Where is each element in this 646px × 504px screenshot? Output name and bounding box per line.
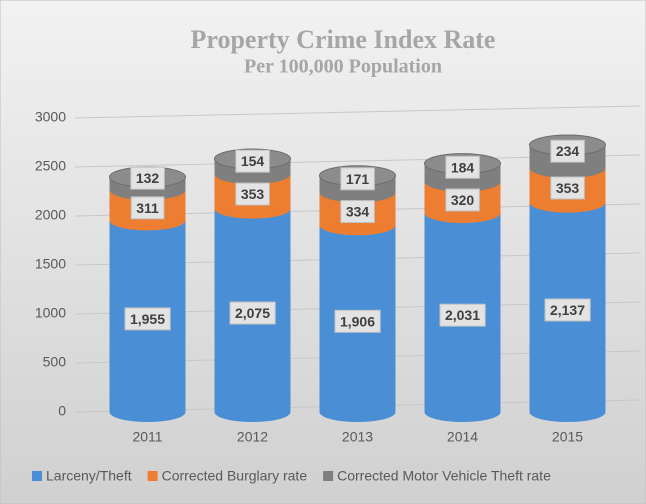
x-tick-label: 2011 [132, 429, 162, 445]
x-tick-label: 2013 [342, 429, 373, 445]
data-label: 1,906 [340, 313, 375, 329]
data-label: 132 [136, 170, 160, 186]
x-tick-label: 2012 [237, 429, 268, 445]
data-label: 353 [556, 180, 580, 196]
data-label: 2,075 [235, 305, 270, 321]
y-tick-label: 0 [58, 403, 66, 419]
y-tick-label: 3000 [35, 109, 66, 125]
data-label: 334 [346, 204, 370, 220]
data-label-box [130, 166, 165, 190]
grid-line [74, 105, 641, 119]
data-label-box [445, 155, 480, 179]
y-tick-label: 1500 [35, 256, 66, 272]
legend-label: Larceny/Theft [46, 468, 132, 484]
legend-swatch [147, 471, 158, 481]
data-label: 320 [451, 192, 475, 208]
data-label-box [544, 298, 591, 322]
data-label: 311 [136, 200, 159, 216]
data-label-box [235, 149, 270, 173]
x-tick-label: 2014 [447, 429, 478, 445]
data-label-box [229, 301, 276, 325]
data-label-box [550, 139, 585, 163]
data-label-box [235, 182, 270, 206]
data-label: 171 [346, 171, 370, 187]
data-label-box [334, 309, 381, 333]
data-label: 353 [241, 186, 265, 202]
data-label-box [124, 307, 171, 331]
legend-label: Corrected Burglary rate [162, 468, 308, 484]
data-label-box [445, 188, 480, 212]
data-label-box [550, 176, 585, 200]
data-label-box [340, 167, 375, 191]
data-label-box [439, 303, 486, 327]
data-label-box [340, 200, 375, 224]
x-tick-label: 2015 [552, 429, 583, 445]
data-label: 2,031 [445, 307, 480, 323]
legend-swatch [323, 471, 334, 481]
chart-title: Property Crime Index Rate [191, 25, 496, 54]
data-label: 2,137 [550, 302, 585, 318]
data-label: 184 [451, 159, 475, 175]
y-tick-label: 2000 [35, 207, 66, 223]
data-label: 234 [556, 143, 580, 159]
legend-label: Corrected Motor Vehicle Theft rate [337, 468, 551, 484]
data-label: 154 [241, 153, 265, 169]
y-tick-label: 2500 [35, 158, 66, 174]
chart-subtitle: Per 100,000 Population [244, 56, 442, 78]
data-label-box [130, 196, 165, 220]
legend-swatch [32, 471, 42, 481]
data-label: 1,955 [130, 311, 165, 327]
y-tick-label: 1000 [35, 305, 66, 321]
y-tick-label: 500 [43, 354, 67, 370]
